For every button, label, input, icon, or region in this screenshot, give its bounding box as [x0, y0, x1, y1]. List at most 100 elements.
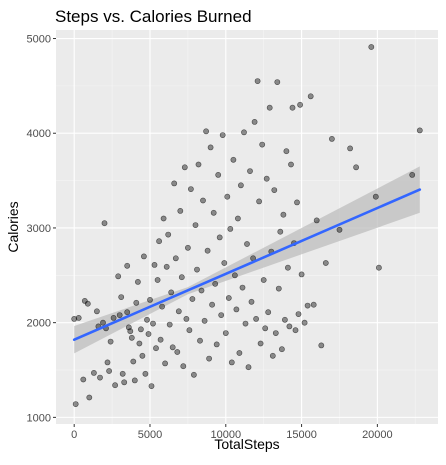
data-point: [148, 383, 155, 389]
data-point: [224, 193, 231, 200]
y-tick-label: 5000: [27, 34, 51, 46]
data-point: [322, 260, 329, 266]
data-point: [372, 193, 379, 200]
data-point: [197, 337, 203, 344]
data-point: [72, 401, 79, 407]
data-point: [159, 303, 165, 310]
data-point: [86, 394, 93, 401]
data-point: [127, 328, 134, 335]
data-point: [225, 295, 232, 301]
confidence-band: [74, 166, 420, 354]
data-point: [137, 326, 144, 333]
data-point: [136, 340, 143, 347]
data-point: [281, 316, 288, 323]
data-point: [375, 264, 382, 271]
data-point: [277, 228, 284, 235]
data-point: [194, 266, 200, 273]
data-point: [295, 311, 302, 317]
data-point: [118, 294, 125, 300]
data-point: [310, 301, 317, 308]
data-point: [233, 306, 240, 313]
data-point: [112, 382, 118, 389]
data-point: [242, 320, 249, 327]
chart-title: Steps vs. Calories Burned: [55, 7, 252, 26]
x-tick-label: 5000: [138, 429, 162, 441]
data-point: [200, 197, 206, 204]
y-tick-label: 4000: [27, 128, 51, 140]
data-point: [151, 261, 158, 268]
confidence-band-group: [74, 166, 420, 354]
data-point: [145, 331, 152, 337]
data-point: [130, 358, 137, 365]
data-point: [210, 209, 217, 216]
data-point: [91, 369, 97, 376]
data-point: [218, 312, 225, 318]
data-point: [292, 327, 299, 334]
data-point: [278, 346, 285, 353]
data-point: [219, 132, 226, 138]
data-point: [192, 222, 199, 228]
data-point: [128, 334, 135, 341]
y-tick-label: 3000: [27, 223, 51, 235]
data-point: [212, 280, 219, 287]
data-point: [216, 234, 223, 241]
data-point: [245, 364, 252, 371]
data-point: [251, 119, 258, 125]
data-point: [244, 241, 250, 247]
y-axis-title: Calories: [5, 201, 21, 252]
data-point: [189, 296, 196, 302]
data-point: [172, 255, 179, 262]
data-point: [184, 244, 191, 251]
data-point: [234, 215, 241, 222]
data-point: [254, 78, 261, 84]
data-point: [274, 79, 281, 85]
data-point: [209, 301, 215, 308]
data-point: [206, 355, 212, 362]
data-point: [124, 309, 131, 316]
data-point: [75, 314, 82, 321]
data-point: [253, 315, 259, 322]
data-point: [183, 315, 190, 322]
gridlines: [56, 30, 438, 424]
data-point: [180, 363, 187, 370]
data-point: [154, 277, 161, 283]
trend-line-group: [72, 188, 422, 342]
data-point: [174, 349, 181, 355]
data-point: [207, 144, 214, 151]
data-point: [228, 359, 235, 366]
data-point: [104, 359, 111, 366]
data-point: [239, 284, 246, 291]
data-point: [297, 101, 303, 108]
data-point: [198, 287, 205, 294]
data-point: [241, 129, 247, 136]
data-point: [256, 198, 262, 205]
data-point: [94, 308, 100, 315]
data-point: [187, 186, 194, 192]
data-point: [163, 263, 170, 270]
data-point: [213, 341, 220, 348]
data-point: [328, 135, 335, 142]
data-point: [284, 264, 291, 271]
data-point: [84, 300, 91, 307]
data-point: [110, 314, 117, 321]
data-point: [368, 44, 375, 50]
data-point: [347, 145, 353, 152]
data-point: [286, 323, 293, 330]
data-point: [237, 182, 244, 189]
data-point: [153, 345, 159, 352]
data-point: [318, 342, 325, 349]
data-point: [263, 175, 270, 182]
data-point: [165, 231, 172, 238]
data-points: [71, 44, 423, 407]
data-point: [116, 312, 123, 318]
data-point: [166, 321, 173, 328]
data-point: [409, 171, 416, 178]
data-point: [177, 207, 184, 214]
data-point: [416, 127, 423, 134]
data-point: [80, 376, 87, 383]
data-point: [201, 317, 208, 324]
data-point: [134, 278, 141, 285]
data-point: [106, 368, 112, 374]
x-tick-label: 20000: [362, 429, 393, 441]
